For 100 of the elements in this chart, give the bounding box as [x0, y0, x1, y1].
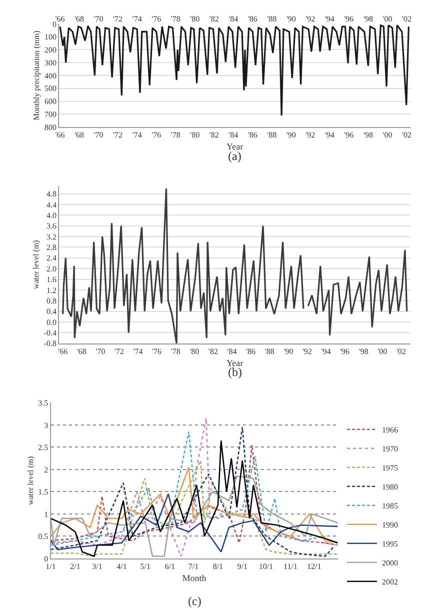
x-tick-label: '02: [402, 130, 412, 140]
y-tick-label: 0.5: [38, 532, 48, 542]
x-tick-label: '90: [284, 346, 294, 356]
x-tick-label: '02: [396, 346, 406, 356]
x-tick-label: '74: [133, 346, 143, 356]
y-tick-label: -0.4: [44, 328, 56, 338]
line-series: [50, 466, 338, 544]
y-tick-label: 4.4: [46, 200, 56, 210]
x-tick-label: '86: [246, 346, 256, 356]
y-tick-label: 2.8: [46, 243, 56, 252]
x-tick-label: '98: [363, 130, 373, 140]
x-tick-label: 12/1: [307, 562, 322, 572]
y-tick-label: 2.5: [38, 443, 48, 452]
x-tick-label: 5/1: [140, 562, 151, 572]
legend-label: 2002: [382, 577, 398, 586]
y-axis-title: water level (m): [26, 456, 35, 506]
x2-tick-label: '82: [209, 14, 219, 24]
y-tick-label: 200: [44, 46, 56, 55]
x2-tick-label: '00: [382, 14, 392, 24]
line-series: [59, 24, 410, 116]
x-axis-title: Month: [182, 572, 207, 583]
text: (b): [228, 365, 242, 379]
x-tick-label: '76: [152, 130, 162, 140]
x2-tick-label: '98: [363, 14, 373, 24]
x-tick-label: '84: [227, 346, 237, 356]
x-tick-label: '92: [302, 346, 312, 356]
x-tick-label: '94: [321, 346, 331, 356]
x-tick-label: '72: [113, 130, 123, 140]
x-tick-label: 2/1: [70, 562, 80, 572]
x-tick-label: '84: [228, 130, 238, 140]
y-tick-label: 4.8: [46, 190, 56, 199]
x-tick-label: '72: [114, 346, 124, 356]
x-tick-label: 7/1: [188, 562, 199, 572]
y-tick-label: 3.5: [38, 398, 48, 408]
legend-label: 1995: [382, 539, 398, 548]
x-tick-label: '68: [74, 130, 84, 140]
y-tick-label: 0: [44, 554, 48, 564]
x-tick-label: '96: [344, 130, 354, 140]
x2-tick-label: '78: [170, 14, 180, 24]
x2-tick-label: '02: [402, 14, 412, 24]
legend-label: 1980: [382, 482, 398, 492]
y-tick-label: 1.5: [38, 488, 48, 497]
y-tick-label: 3: [44, 420, 48, 430]
y-tick-label: 2.0: [46, 264, 56, 274]
x-tick-label: '80: [190, 346, 200, 356]
x-tick-label: 1/1: [46, 562, 56, 572]
x-tick-label: '86: [248, 130, 258, 140]
y-tick-label: 0.0: [46, 318, 56, 327]
x2-tick-label: '92: [306, 14, 316, 24]
y-tick-label: 0: [52, 20, 56, 29]
y-tick-label: 2.4: [46, 254, 56, 263]
x-tick-label: '74: [132, 130, 142, 140]
y-tick-label: 1: [44, 510, 48, 519]
y-tick-label: 600: [44, 97, 56, 106]
x-tick-label: '70: [96, 346, 106, 356]
x-tick-label: '94: [324, 130, 334, 140]
x2-tick-label: '94: [324, 14, 334, 24]
y-tick-label: 700: [44, 110, 56, 119]
x-tick-label: '78: [170, 346, 180, 356]
x-tick-label: '90: [286, 130, 296, 140]
y-tick-label: 300: [44, 58, 56, 68]
x2-tick-label: '66: [55, 14, 65, 24]
x-tick-label: 10/1: [258, 562, 274, 572]
legend-label: 1966: [382, 425, 398, 434]
x-tick-label: 6/1: [164, 562, 175, 572]
x2-tick-label: '84: [228, 14, 238, 24]
x-tick-label: 4/1: [116, 562, 127, 572]
x-axis-title: Year: [226, 358, 244, 368]
x2-tick-label: '88: [267, 14, 277, 24]
x-tick-label: '96: [340, 346, 350, 356]
x-tick-label: '82: [208, 346, 218, 356]
y-tick-label: 4.0: [46, 210, 56, 220]
x-axis-title: Year: [226, 141, 244, 152]
x-tick-label: 3/1: [92, 562, 102, 572]
x-tick-label: '92: [306, 130, 316, 140]
y-tick-label: 400: [44, 71, 56, 80]
x-tick-label: '78: [170, 130, 180, 140]
text: (a): [228, 149, 242, 163]
legend-label: 1975: [382, 463, 398, 472]
x-tick-label: 11/1: [284, 562, 298, 572]
x-tick-label: '00: [378, 346, 388, 356]
x2-tick-label: '70: [94, 14, 104, 24]
x2-tick-label: '68: [74, 14, 84, 24]
x2-tick-label: '76: [152, 14, 162, 24]
line-series: [50, 460, 338, 557]
y-tick-label: 500: [44, 84, 56, 94]
x-tick-label: '66: [55, 130, 65, 140]
x-tick-label: '82: [209, 130, 219, 140]
line-series: [50, 493, 338, 552]
y-tick-label: 800: [44, 122, 56, 132]
x-tick-label: 8/1: [212, 562, 224, 572]
y-tick-label: -0.8: [44, 339, 56, 348]
x2-tick-label: '86: [248, 14, 258, 24]
x2-tick-label: '80: [190, 14, 200, 24]
x-tick-label: '68: [76, 346, 86, 356]
text: (c): [188, 594, 202, 608]
y-tick-label: 0.4: [46, 307, 56, 316]
legend-label: 1985: [382, 501, 398, 510]
y-tick-label: 100: [44, 32, 56, 42]
x-tick-label: 9/1: [237, 562, 248, 572]
